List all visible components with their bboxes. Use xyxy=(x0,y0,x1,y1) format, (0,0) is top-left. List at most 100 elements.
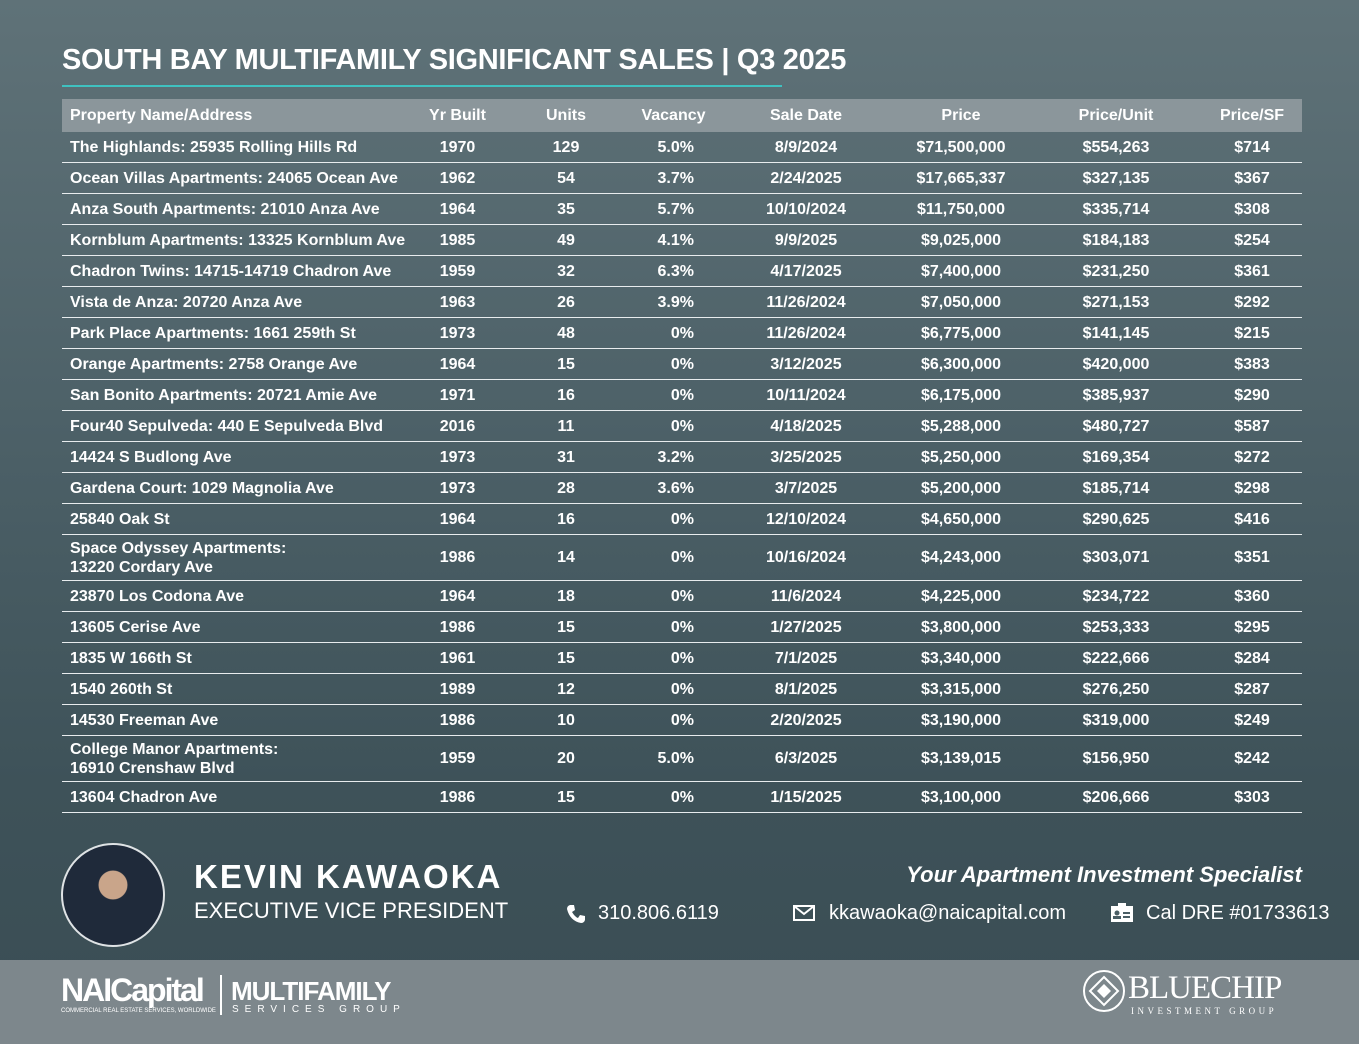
table-row: Space Odyssey Apartments: 13220 Cordary … xyxy=(62,534,1302,581)
table-cell: 25840 Oak St xyxy=(62,503,410,535)
bluechip-emblem xyxy=(1083,970,1125,1012)
table-row: College Manor Apartments: 16910 Crenshaw… xyxy=(62,735,1302,782)
table-cell: 14530 Freeman Ave xyxy=(62,704,410,736)
table-cell: $5,250,000 xyxy=(892,441,1030,473)
table-cell: 3/12/2025 xyxy=(720,348,892,380)
table-cell: 1540 260th St xyxy=(62,673,410,705)
table-cell: $7,400,000 xyxy=(892,255,1030,287)
table-cell: 15 xyxy=(505,642,627,674)
table-cell: 2016 xyxy=(410,410,505,442)
table-cell: 32 xyxy=(505,255,627,287)
table-cell: 10/11/2024 xyxy=(720,379,892,411)
table-row: Four40 Sepulveda: 440 E Sepulveda Blvd 20… xyxy=(62,410,1302,442)
table-cell: $4,650,000 xyxy=(892,503,1030,535)
email: kkawaoka@naicapital.com xyxy=(829,902,1067,924)
logo-divider xyxy=(220,975,222,1015)
table-cell: Vista de Anza: 20720 Anza Ave xyxy=(62,286,410,318)
table-cell: $335,714 xyxy=(1030,193,1202,225)
table-cell: Kornblum Apartments: 13325 Kornblum Ave xyxy=(62,224,410,256)
column-header: Sale Date xyxy=(720,99,892,132)
table-row: Park Place Apartments: 1661 259th St 1973… xyxy=(62,317,1302,349)
table-cell: $3,340,000 xyxy=(892,642,1030,674)
table-cell: 4.1% xyxy=(627,224,720,256)
table-cell: 31 xyxy=(505,441,627,473)
table-cell: College Manor Apartments: 16910 Crenshaw… xyxy=(62,735,410,782)
table-cell: 2/20/2025 xyxy=(720,704,892,736)
agent-name: KEVIN KAWAOKA xyxy=(194,858,503,895)
table-cell: 0% xyxy=(627,379,720,411)
table-cell: Chadron Twins: 14715-14719 Chadron Ave xyxy=(62,255,410,287)
table-row: 1540 260th St 1989 12 0% 8/1/2025 $3,315,000 $… xyxy=(62,673,1302,705)
table-cell: $9,025,000 xyxy=(892,224,1030,256)
table-cell: $184,183 xyxy=(1030,224,1202,256)
table-cell: $71,500,000 xyxy=(892,132,1030,163)
table-cell: 3.7% xyxy=(627,162,720,194)
table-cell: Orange Apartments: 2758 Orange Ave xyxy=(62,348,410,380)
table-row: Anza South Apartments: 21010 Anza Ave 196… xyxy=(62,193,1302,225)
table-cell: 15 xyxy=(505,781,627,813)
table-cell: $367 xyxy=(1202,162,1302,194)
table-cell: 1835 W 166th St xyxy=(62,642,410,674)
license-icon xyxy=(1111,903,1133,922)
table-row: 14530 Freeman Ave 1986 10 0% 2/20/2025 $3,190… xyxy=(62,704,1302,736)
table-cell: 1961 xyxy=(410,642,505,674)
column-header: Units xyxy=(505,99,627,132)
column-header: Price/SF xyxy=(1202,99,1302,132)
table-cell: $3,100,000 xyxy=(892,781,1030,813)
table-cell: 1986 xyxy=(410,534,505,581)
table-cell: 0% xyxy=(627,348,720,380)
table-cell: 0% xyxy=(627,580,720,612)
table-cell: $215 xyxy=(1202,317,1302,349)
table-row: 13604 Chadron Ave 1986 15 0% 1/15/2025 $3,100… xyxy=(62,781,1302,813)
table-cell: 14 xyxy=(505,534,627,581)
table-cell: 13605 Cerise Ave xyxy=(62,611,410,643)
table-cell: Gardena Court: 1029 Magnolia Ave xyxy=(62,472,410,504)
table-cell: 11/26/2024 xyxy=(720,286,892,318)
table-cell: 16 xyxy=(505,379,627,411)
table-cell: 6/3/2025 xyxy=(720,735,892,782)
table-cell: 23870 Los Codona Ave xyxy=(62,580,410,612)
table-cell: Park Place Apartments: 1661 259th St xyxy=(62,317,410,349)
table-row: Kornblum Apartments: 13325 Kornblum Ave 1… xyxy=(62,224,1302,256)
table-cell: $295 xyxy=(1202,611,1302,643)
table-cell: $287 xyxy=(1202,673,1302,705)
table-cell: 1970 xyxy=(410,132,505,163)
table-cell: $284 xyxy=(1202,642,1302,674)
table-row: Chadron Twins: 14715-14719 Chadron Ave 19… xyxy=(62,255,1302,287)
table-cell: The Highlands: 25935 Rolling Hills Rd xyxy=(62,132,410,163)
table-cell: $3,190,000 xyxy=(892,704,1030,736)
group-name: MULTIFAMILY xyxy=(231,976,391,1006)
table-cell: 1986 xyxy=(410,704,505,736)
table-cell: $319,000 xyxy=(1030,704,1202,736)
table-cell: $290 xyxy=(1202,379,1302,411)
phone-icon xyxy=(567,905,585,923)
table-cell: 10/16/2024 xyxy=(720,534,892,581)
table-row: 25840 Oak St 1964 16 0% 12/10/2024 $4,650,000… xyxy=(62,503,1302,535)
table-cell: 8/9/2024 xyxy=(720,132,892,163)
table-cell: 1964 xyxy=(410,348,505,380)
table-cell: 0% xyxy=(627,503,720,535)
table-cell: 54 xyxy=(505,162,627,194)
column-header: Vacancy xyxy=(627,99,720,132)
table-cell: 2/24/2025 xyxy=(720,162,892,194)
table-cell: 3/7/2025 xyxy=(720,472,892,504)
table-cell: $206,666 xyxy=(1030,781,1202,813)
email-icon xyxy=(793,905,815,921)
column-header: Price/Unit xyxy=(1030,99,1202,132)
table-cell: $272 xyxy=(1202,441,1302,473)
table-cell: 11 xyxy=(505,410,627,442)
title: SOUTH BAY MULTIFAMILY SIGNIFICANT SALES … xyxy=(62,44,847,76)
table-cell: $351 xyxy=(1202,534,1302,581)
table-cell: 12/10/2024 xyxy=(720,503,892,535)
table-cell: $222,666 xyxy=(1030,642,1202,674)
license: Cal DRE #01733613 xyxy=(1146,902,1330,924)
table-row: 13605 Cerise Ave 1986 15 0% 1/27/2025 $3,800,… xyxy=(62,611,1302,643)
table-row: Ocean Villas Apartments: 24065 Ocean Ave… xyxy=(62,162,1302,194)
table-cell: 28 xyxy=(505,472,627,504)
table-row: 14424 S Budlong Ave 1973 31 3.2% 3/25/2025 $5… xyxy=(62,441,1302,473)
table-cell: $361 xyxy=(1202,255,1302,287)
table-cell: $416 xyxy=(1202,503,1302,535)
table-cell: 1964 xyxy=(410,503,505,535)
table-cell: 4/18/2025 xyxy=(720,410,892,442)
partner-logo: BLUECHIP xyxy=(1128,970,1282,1006)
